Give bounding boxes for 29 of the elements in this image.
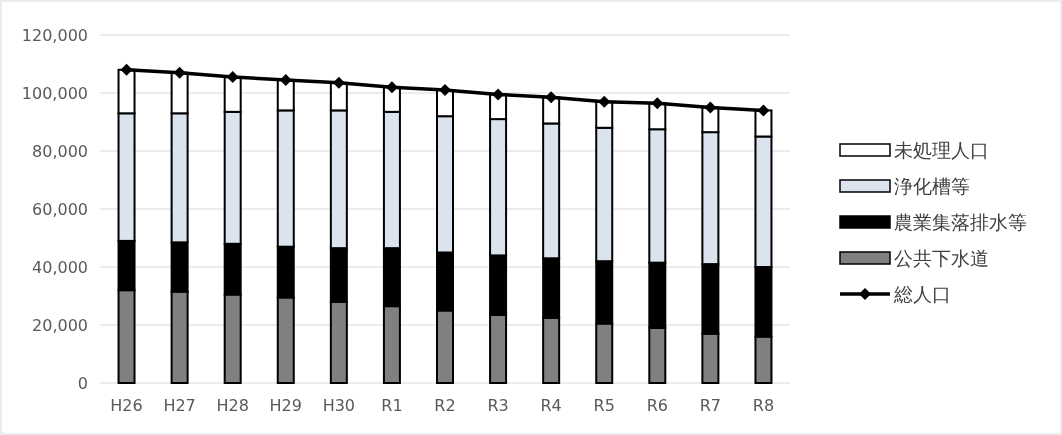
x-tick-label: R5	[593, 396, 615, 415]
x-tick-label: H26	[110, 396, 143, 415]
point	[598, 95, 611, 108]
legend-label: 総人口	[893, 283, 951, 305]
x-tick-label: R8	[752, 396, 775, 415]
x-tick-label: R3	[487, 396, 509, 415]
x-tick-label: R7	[699, 396, 722, 415]
y-tick-label: 20,000	[32, 316, 88, 335]
legend-label: 農業集落排水等	[894, 211, 1027, 233]
y-tick-label: 40,000	[32, 258, 88, 277]
x-tick-label: R1	[381, 396, 403, 415]
legend-label: 公共下水道	[894, 247, 989, 269]
x-tick-label: H30	[322, 396, 356, 415]
x-tick-label: H27	[163, 396, 196, 415]
legend-label: 浄化槽等	[894, 175, 970, 197]
x-tick-label: R4	[540, 396, 562, 415]
point	[226, 71, 239, 84]
y-tick-label: 100,000	[21, 84, 88, 103]
y-tick-label: 0	[77, 374, 88, 393]
x-tick-label: H29	[269, 396, 302, 415]
x-tick-label: R6	[646, 396, 668, 415]
point	[439, 84, 451, 97]
point	[120, 63, 133, 76]
x-tick-label: R2	[434, 396, 456, 415]
x-tick-label: H28	[216, 396, 249, 415]
y-tick-label: 120,000	[21, 26, 88, 45]
y-tick-label: 60,000	[32, 200, 88, 219]
y-tick-label: 80,000	[32, 142, 88, 161]
legend-label: 未処理人口	[894, 139, 989, 161]
